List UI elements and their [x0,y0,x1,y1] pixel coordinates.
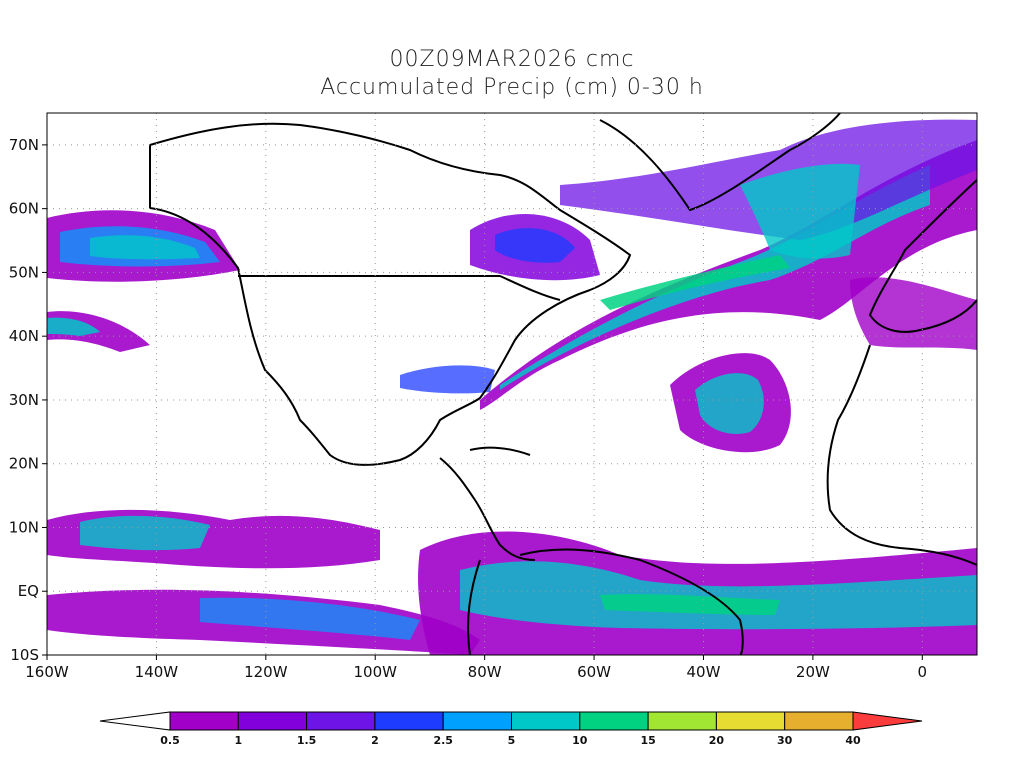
lon-tick-label: 40W [687,663,721,681]
map-frame [46,112,978,656]
lon-tick-label: 120W [244,663,288,681]
colorbar-box [784,711,854,731]
coast-central-america [439,457,536,561]
colorbar-label: 20 [709,734,725,747]
lon-tick-label: 140W [135,663,179,681]
precip-core-south-america-2 [600,594,780,615]
colorbar-label: 40 [845,734,861,747]
map-grid [47,113,977,655]
precip-core-south-america [460,561,977,630]
colorbar-label: 30 [777,734,793,747]
colorbar-label: 5 [508,734,516,747]
lon-tick-label: 20W [796,663,830,681]
coast-south-america [467,548,744,655]
colorbar-box [306,711,376,731]
lon-tick-label: 60W [577,663,611,681]
colorbar-box [647,711,717,731]
precip-core-mid-atlantic [695,373,764,435]
colorbar-box [715,711,786,731]
lon-tick-label: 80W [468,663,502,681]
lat-tick-label: 10S [10,646,39,664]
lon-tick-label: 100W [354,663,398,681]
colorbar-label: 1 [234,734,242,747]
coast-europe [868,179,977,333]
title-line-1: 00Z09MAR2026 cmc [389,47,635,72]
precip-core-pacific-35n [47,317,100,336]
precip-core-atlantic-2 [600,255,790,310]
lat-tick-label: EQ [18,582,39,600]
precip-core-north-pacific-2 [90,235,200,260]
precip-core-itcz-pacific [80,515,210,551]
title-line-2: Accumulated Precip (cm) 0-30 h [320,75,704,100]
precip-core-itcz-south [200,597,420,640]
colorbar-low-arrow [99,711,171,731]
colorbar-box [374,711,444,731]
colorbar-box [169,711,239,731]
colorbar-label: 10 [572,734,588,747]
lat-tick-label: 30N [9,391,39,409]
lat-tick-label: 20N [9,455,39,473]
lat-tick-label: 60N [9,200,39,218]
latitude-labels: 70N 60N 50N 40N 30N 20N 10N EQ 10S [9,136,47,664]
lat-tick-label: 10N [9,518,39,536]
coast-north-america [149,122,632,466]
coastlines [149,113,977,655]
lon-tick-label: 0 [918,663,928,681]
lon-tick-label: 160W [25,663,69,681]
precip-band-southeast-us [400,365,495,394]
colorbar-box [511,711,581,731]
lat-tick-label: 50N [9,263,39,281]
coast-greenland [599,113,841,212]
border-us-canada [238,275,561,301]
precip-band-europe [850,277,977,350]
colorbar-box [237,711,308,731]
colorbar-label: 0.5 [160,734,180,747]
longitude-labels: 160W 140W 120W 100W 80W 60W 40W 20W 0 [25,655,927,681]
precip-core-labrador [495,228,575,263]
colorbar-high-arrow [852,711,923,731]
colorbar-label: 2 [371,734,379,747]
colorbar-label: 2.5 [433,734,453,747]
coast-cuba [469,446,531,456]
colorbar-box [579,711,649,731]
colorbar-label: 15 [640,734,655,747]
colorbar-label: 1.5 [297,734,317,747]
colorbar: 0.5 1 1.5 2 2.5 5 10 15 20 30 40 [99,711,923,747]
lat-tick-label: 40N [9,327,39,345]
coast-africa [826,344,977,566]
colorbar-box [442,711,513,731]
precip-core-greenland [740,163,860,259]
precip-field [47,119,977,655]
lat-tick-label: 70N [9,136,39,154]
